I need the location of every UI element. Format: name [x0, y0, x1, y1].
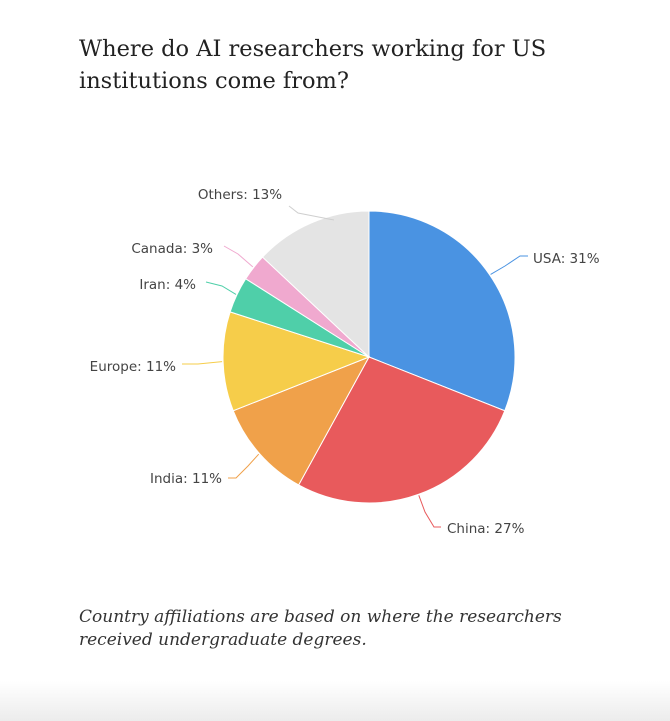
chart-title-line-2: institutions come from?: [79, 68, 349, 94]
pie-slice-others: [261, 210, 370, 359]
pie-slice-usa: [368, 210, 516, 412]
slice-label-canada: Canada: 3%: [131, 241, 213, 257]
leader-line-china: [418, 495, 441, 528]
pie-slice-china: [297, 356, 506, 504]
chart-title: Where do AI researchers working for US i…: [79, 33, 639, 97]
slice-label-europe: Europe: 11%: [90, 359, 176, 375]
slice-label-china: China: 27%: [447, 521, 525, 537]
chart-caption-line-2: received undergraduate degrees.: [79, 630, 367, 650]
leader-line-others: [288, 205, 335, 221]
slice-label-iran: Iran: 4%: [139, 277, 196, 293]
chart-title-line-1: Where do AI researchers working for US: [79, 36, 547, 62]
chart-caption: Country affiliations are based on where …: [79, 606, 639, 652]
chart-caption-line-1: Country affiliations are based on where …: [79, 607, 562, 627]
slice-labels: USA: 31% China: 27% India: 11% Europe: 11% I…: [90, 187, 600, 537]
pie-slice-europe: [222, 311, 371, 412]
slice-label-india: India: 11%: [150, 471, 222, 487]
label-leader-lines: [182, 205, 528, 528]
leader-line-iran: [205, 281, 237, 295]
leader-line-usa: [490, 255, 528, 275]
bottom-shadow: [0, 681, 670, 721]
pie-slices: [222, 210, 516, 504]
leader-line-canada: [223, 245, 254, 268]
slice-label-usa: USA: 31%: [533, 251, 600, 267]
leader-line-europe: [182, 361, 223, 365]
leader-line-india: [228, 453, 260, 479]
pie-slice-india: [232, 356, 371, 486]
slice-label-others: Others: 13%: [198, 187, 282, 203]
